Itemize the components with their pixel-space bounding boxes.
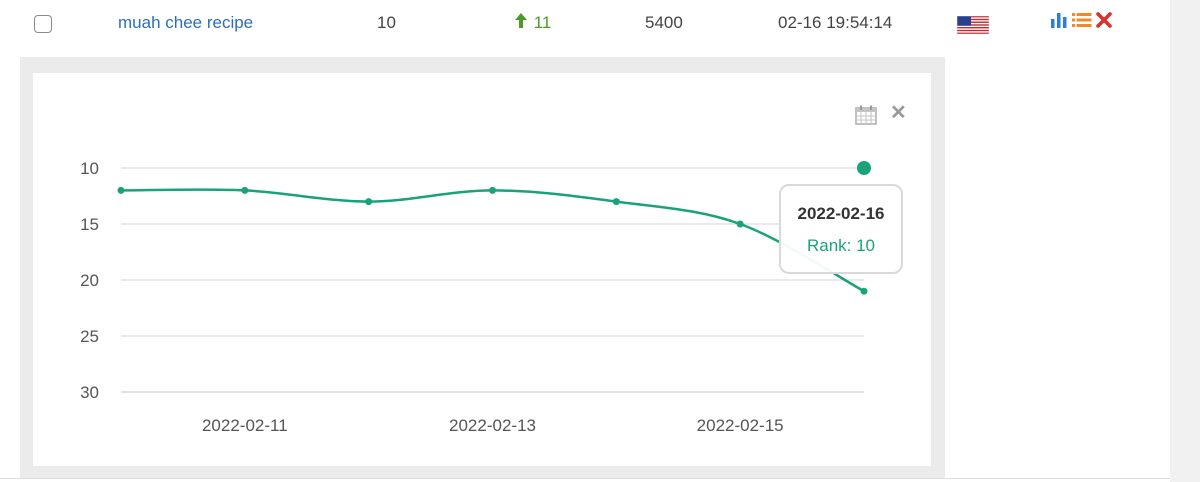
row-divider [0,478,1170,479]
data-point [612,198,620,206]
last-updated: 02-16 19:54:14 [778,13,893,32]
tooltip-date: 2022-02-16 [797,204,885,223]
y-tick-label: 15 [80,215,99,234]
delete-icon[interactable] [1096,12,1112,33]
calendar-icon[interactable] [855,105,877,130]
x-tick-label: 2022-02-13 [449,416,536,435]
list-icon[interactable] [1072,12,1092,33]
page-scroll-area [1170,0,1200,482]
data-point [117,186,125,194]
data-point [365,198,373,206]
rank-change-value: 11 [533,13,552,32]
data-point [860,287,868,295]
data-point [736,220,744,228]
up-arrow-icon [515,13,532,32]
us-flag-icon [956,15,990,35]
row-checkbox[interactable] [34,15,52,33]
y-tick-label: 30 [80,383,99,402]
bar-chart-icon[interactable] [1050,12,1068,33]
side-panel [945,50,1170,482]
row-actions [1050,12,1112,33]
rank-value: 10 [377,13,396,32]
y-tick-label: 25 [80,327,99,346]
table-row: muah chee recipe 10 11 5400 02-16 19:54:… [0,0,1170,50]
x-tick-label: 2022-02-11 [202,416,288,435]
keyword-link[interactable]: muah chee recipe [118,13,254,32]
keyword-table: muah chee recipe 10 11 5400 02-16 19:54:… [0,0,1170,482]
rank-history-chart: 10 15 20 25 30 2022-02-11 2022-02-13 2022-02-15… [33,73,931,466]
chart-tooltip: 2022-02-16 Rank: 10 [779,184,903,274]
y-tick-label: 20 [80,271,99,290]
x-tick-label: 2022-02-15 [697,416,784,435]
data-point [489,186,496,194]
highlight-marker [857,161,871,175]
y-tick-label: 10 [80,159,99,178]
tooltip-rank: Rank: 10 [806,236,876,255]
rank-chart-svg: 10 15 20 25 30 2022-02-11 2022-02-13 2022-02-15 [80,159,871,435]
search-volume: 5400 [645,13,683,32]
rank-change: 11 [515,13,551,33]
close-icon[interactable]: ✕ [890,102,907,124]
series-line [120,188,865,293]
data-point [241,186,249,194]
